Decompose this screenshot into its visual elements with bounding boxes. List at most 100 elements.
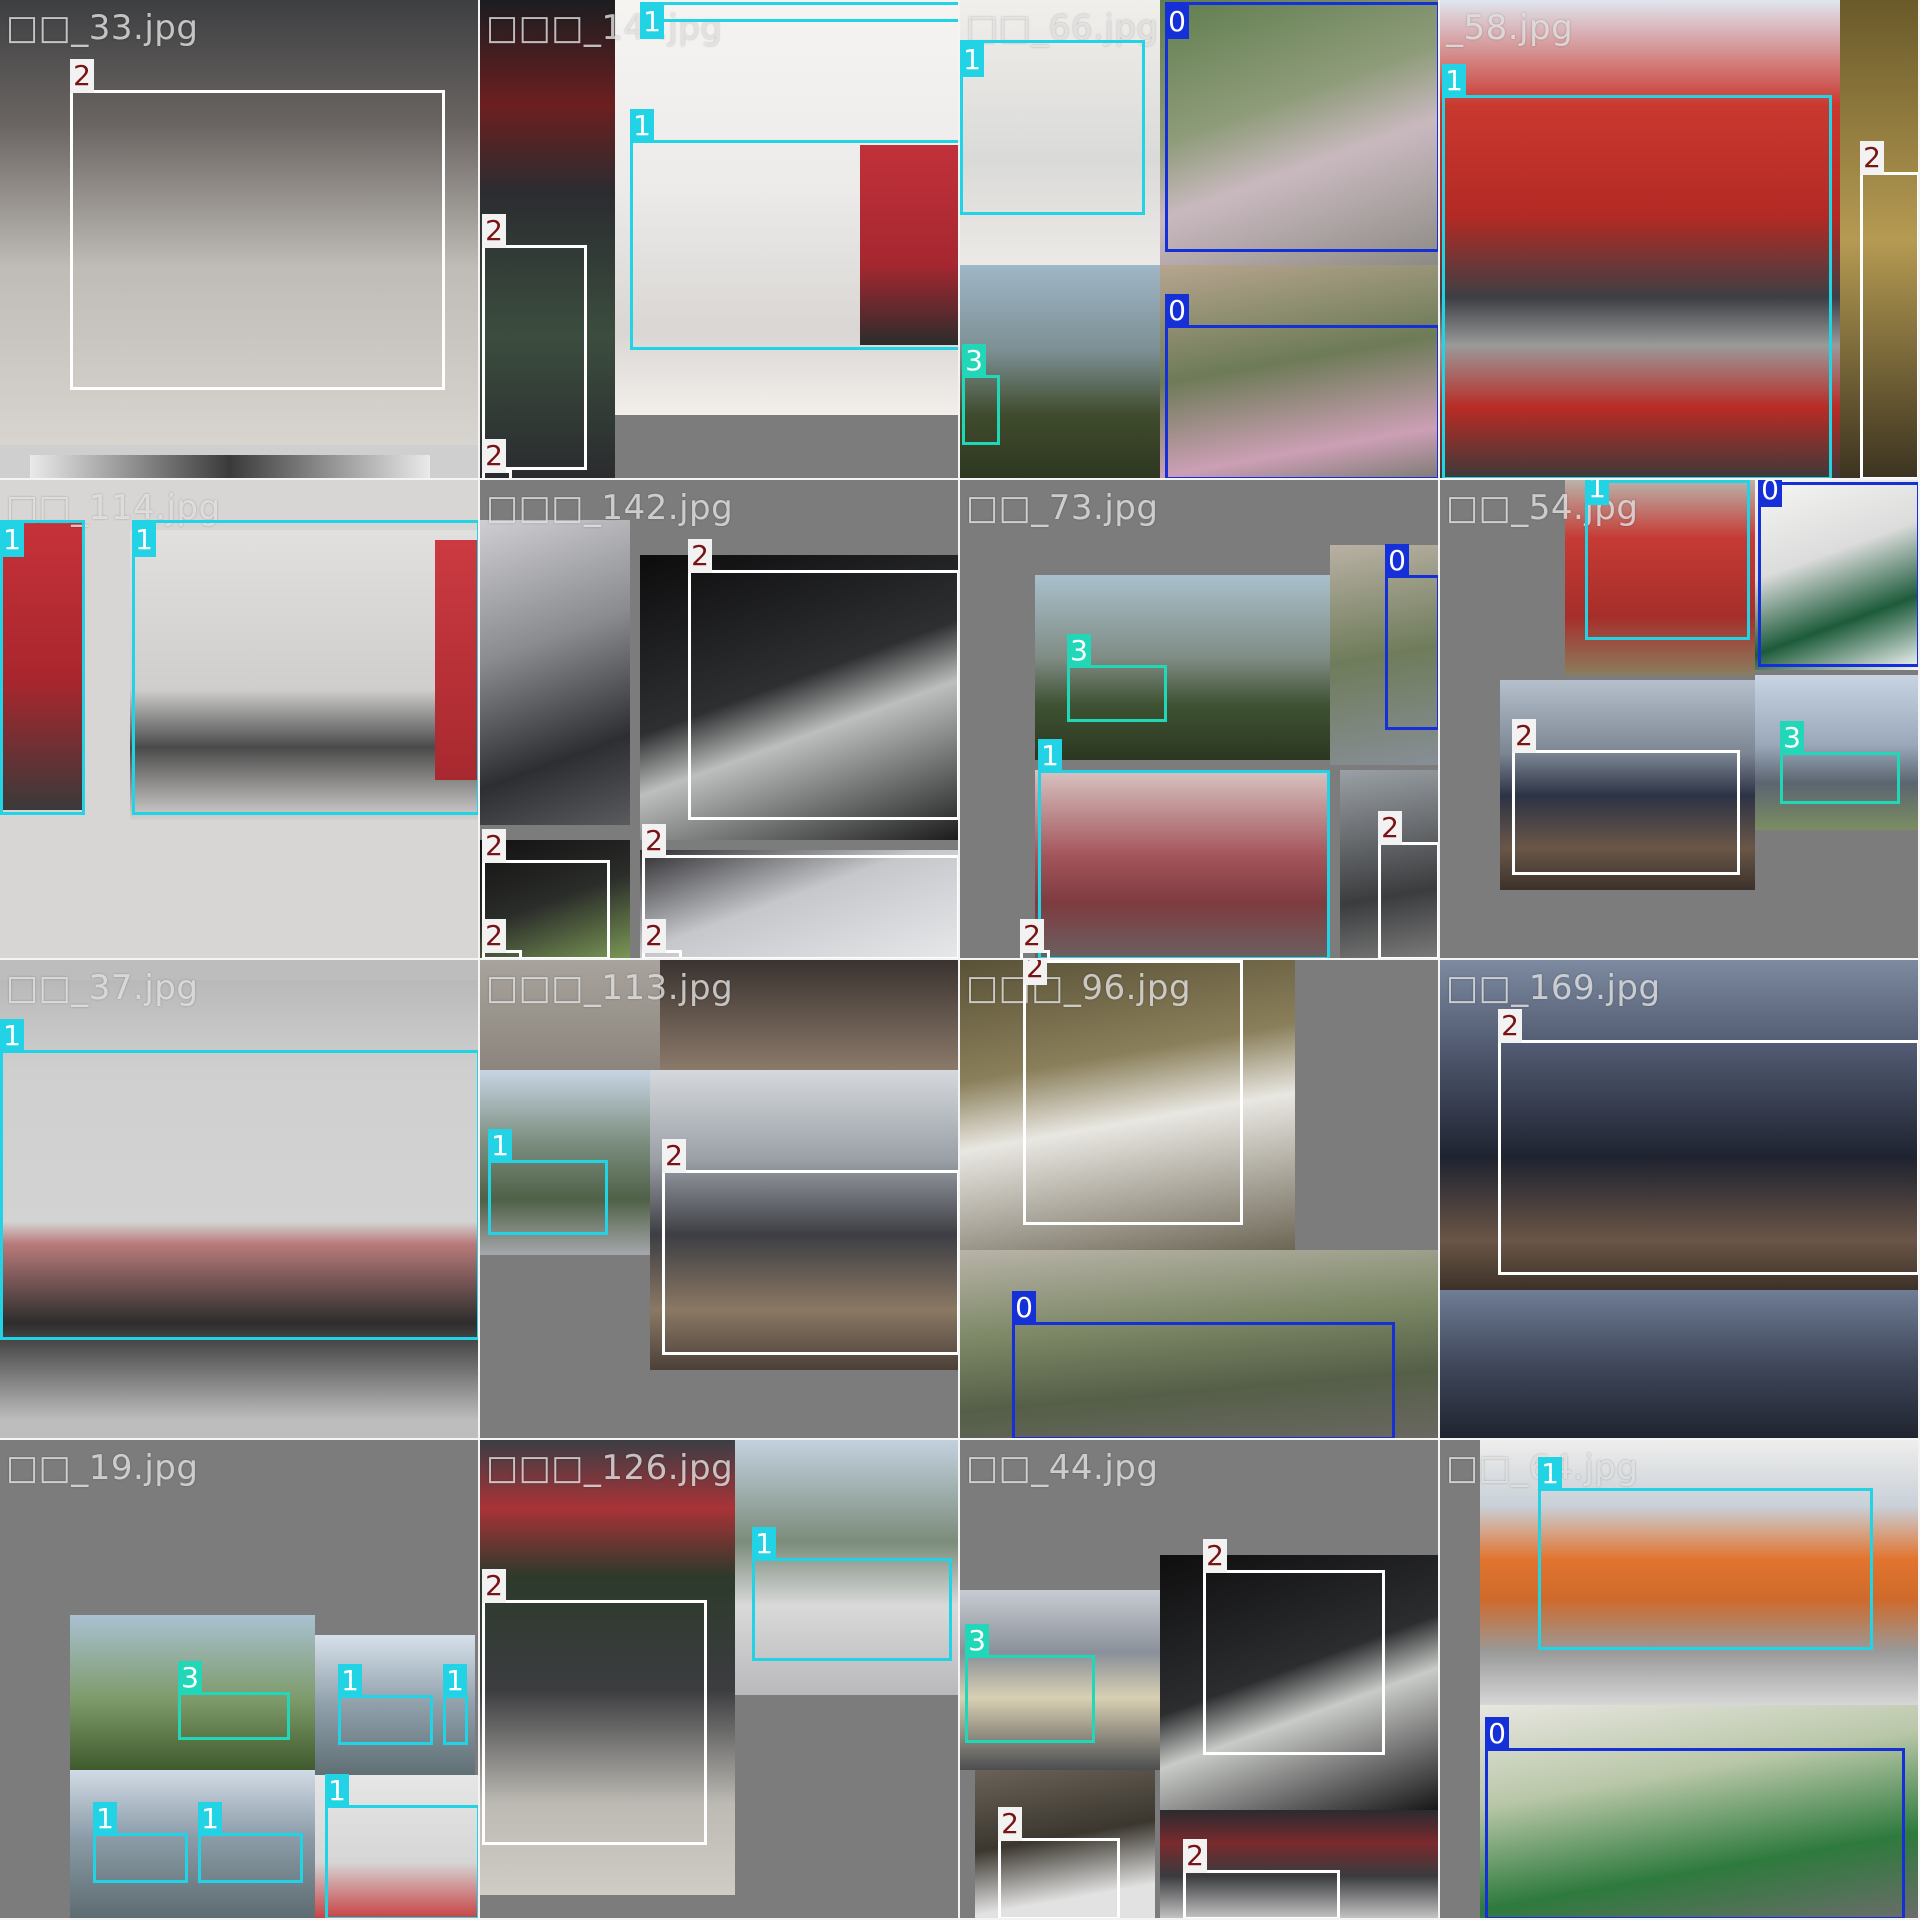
class-label: 2 <box>688 539 712 573</box>
photo-truck-cab <box>860 145 958 345</box>
detection-box: 1 <box>325 1774 478 1918</box>
image-filename: □□_37.jpg <box>6 968 199 1008</box>
class-label: 2 <box>482 1569 506 1603</box>
class-label: 2 <box>642 824 666 858</box>
detection-box: 2 <box>642 919 682 958</box>
photo-pink-bicycle <box>1160 0 1438 265</box>
photo-naked-bike-2 <box>1160 1555 1438 1810</box>
class-label: 1 <box>338 1664 362 1698</box>
photo-green-kids-bicycle <box>1480 1705 1918 1918</box>
class-label: 1 <box>325 1774 349 1808</box>
detection-box: 2 <box>662 1139 958 1355</box>
photo-street-pink-bike <box>960 1250 1438 1438</box>
class-label: 2 <box>662 1139 686 1173</box>
class-label: 1 <box>1038 739 1062 773</box>
photo-truck-mountains <box>735 1440 958 1695</box>
class-label: 1 <box>132 523 156 557</box>
image-filename: □□_19.jpg <box>6 1448 199 1488</box>
detection-box: 1 <box>93 1802 188 1883</box>
detection-box: 2 <box>642 824 958 958</box>
photo-yellow-edge <box>1840 0 1918 478</box>
detection-box: 0 <box>1165 294 1438 478</box>
detection-box: 3 <box>962 344 1000 445</box>
detection-box: 2 <box>482 829 610 958</box>
class-label: 2 <box>1860 141 1884 175</box>
class-label: 3 <box>965 1624 989 1658</box>
detection-box: 2 <box>1378 811 1438 958</box>
detection-box: 2 <box>1183 1839 1340 1918</box>
detection-box: 2 <box>998 1807 1120 1918</box>
class-label: 1 <box>0 1019 24 1053</box>
class-label: 1 <box>630 109 654 143</box>
mosaic-tile: □□_54.jpg 1 0 2 3 <box>1440 480 1920 960</box>
image-filename: □□□_96.jpg <box>966 968 1192 1008</box>
photo-forest-road <box>960 265 1160 478</box>
detection-box: 1 <box>1442 64 1832 478</box>
class-label: 2 <box>1183 1839 1207 1873</box>
mosaic-tile: □□□_113.jpg 1 2 <box>480 960 960 1440</box>
photo-white-bike <box>975 1770 1155 1918</box>
class-label: 1 <box>93 1802 117 1836</box>
photo-adventure-rider <box>1500 680 1755 890</box>
class-label: 1 <box>640 5 664 39</box>
detection-box: 3 <box>178 1661 290 1740</box>
mosaic-tile: □□_169.jpg 2 <box>1440 960 1920 1440</box>
class-label: 3 <box>178 1661 202 1695</box>
class-label: 2 <box>1512 719 1536 753</box>
class-label: 2 <box>1498 1009 1522 1043</box>
photo-red-foton-truck <box>1440 0 1840 478</box>
mosaic-tile: □□_19.jpg 3 1 1 1 1 1 <box>0 1440 480 1920</box>
class-label: 1 <box>960 43 984 77</box>
photo-trucks-mountains <box>315 1635 475 1775</box>
detection-box: 3 <box>1780 721 1900 804</box>
detection-box: 2 <box>482 919 522 958</box>
detection-box: 2 <box>1020 919 1050 958</box>
class-label: 0 <box>1385 544 1409 578</box>
detection-box: 2 <box>482 1569 707 1845</box>
mosaic-tile: □□_37.jpg 1 <box>0 960 480 1440</box>
class-label: 1 <box>1538 1457 1562 1491</box>
class-label: 0 <box>1165 294 1189 328</box>
photo-strip <box>30 455 430 478</box>
mosaic-tile: □□□_96.jpg 2 0 <box>960 960 1440 1440</box>
mosaic-tile: □□_73.jpg 0 3 1 2 2 <box>960 480 1440 960</box>
detection-box: 2 <box>482 439 512 478</box>
class-label: 0 <box>1165 5 1189 39</box>
mosaic-tile: □□□_142.jpg 2 2 2 2 2 <box>480 480 960 960</box>
detection-box: 1 <box>488 1129 608 1235</box>
photo-scooter <box>480 520 630 825</box>
gray-padding <box>615 415 958 478</box>
class-label: 1 <box>198 1802 222 1836</box>
class-label: 1 <box>488 1129 512 1163</box>
image-filename: □□□_126.jpg <box>486 1448 734 1488</box>
photo-bike-crop <box>1340 770 1438 958</box>
photo-red-truck-blurry <box>1035 770 1330 958</box>
image-filename: □□_169.jpg <box>1446 968 1661 1008</box>
detection-box: 1 <box>338 1664 433 1745</box>
photo-pavement <box>480 960 660 1070</box>
class-label: 2 <box>482 919 506 953</box>
class-label: 2 <box>482 214 506 248</box>
photo-trucks-mountains-2 <box>70 1770 315 1918</box>
detection-box: 3 <box>965 1624 1095 1743</box>
detection-box: 1 <box>0 1019 478 1340</box>
class-label: 1 <box>752 1527 776 1561</box>
photo-scooter-2 <box>640 850 958 958</box>
detection-box: 1 <box>0 520 85 815</box>
detection-box: 0 <box>1485 1717 1905 1918</box>
mosaic-tile: □□□_126.jpg 2 1 <box>480 1440 960 1920</box>
detection-box: 1 <box>1538 1457 1873 1650</box>
photo-red-truck-small <box>1565 480 1755 675</box>
detection-box: 0 <box>1165 2 1438 252</box>
detection-box: 1 <box>640 2 958 39</box>
class-label: 3 <box>962 344 986 378</box>
detection-box: 1 <box>198 1802 303 1883</box>
class-label: 2 <box>1020 919 1044 953</box>
class-label: 0 <box>1012 1291 1036 1325</box>
detection-box: 2 <box>688 539 958 820</box>
detection-box: 2 <box>1203 1539 1385 1755</box>
class-label: 1 <box>0 523 24 557</box>
photo-trailer <box>960 0 1160 265</box>
detection-box: 2 <box>482 214 587 470</box>
